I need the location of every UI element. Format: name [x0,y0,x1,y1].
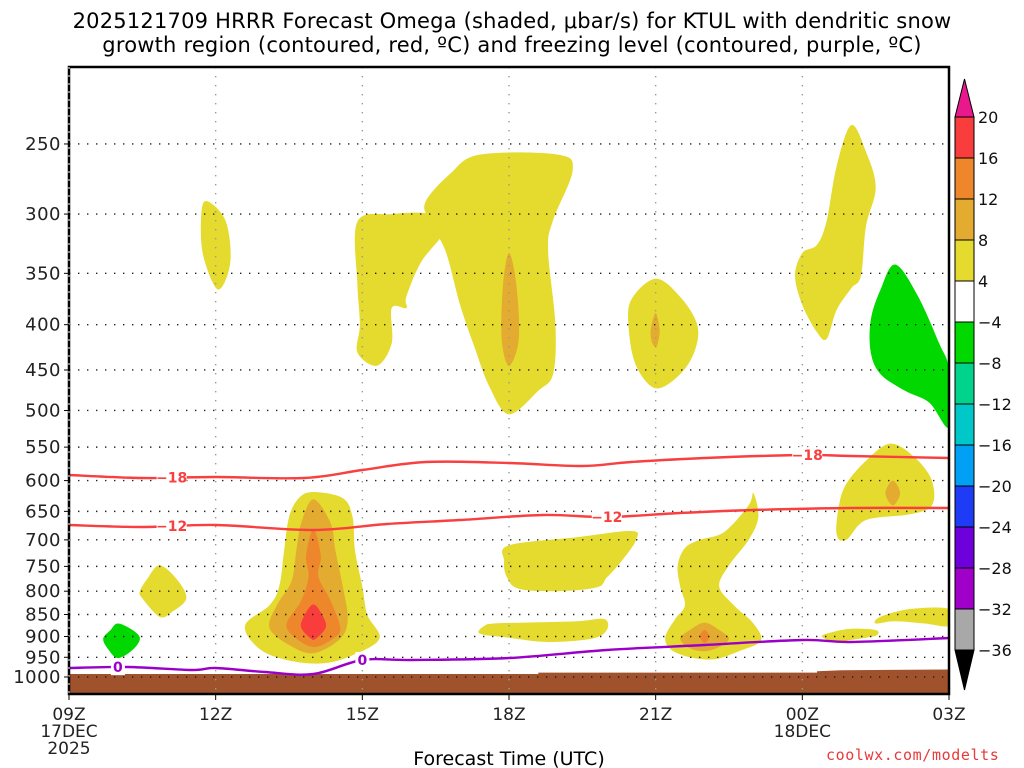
ground-surface [69,669,949,694]
chart-title-line-1: 2025121709 HRRR Forecast Omega (shaded, … [72,9,952,33]
y-tick-label-350: 350 [25,263,61,284]
omega-region-orange-14z-lower-2 [286,528,341,648]
contour-label-dgz-minus12-1: −12 [591,510,622,526]
omega-region-yellow-10z-800 [139,565,187,618]
x-tick-label-00Z: 00Z [786,705,819,725]
omega-region-yellow-12z-300 [200,201,231,290]
colorbar-label-10: −24 [978,518,1012,537]
y-tick-label-800: 800 [25,581,61,602]
colorbar-label-12: −32 [978,600,1012,619]
x-tick-label-03Z: 03Z [932,705,965,725]
contour-dgz-minus12 [69,506,949,532]
contour-label-bg [591,509,622,525]
y-tick-label-450: 450 [25,360,61,381]
omega-region-green-10z-900 [103,623,140,659]
contour-freezing-level-0 [69,636,949,676]
omega-region-orange-21z [650,313,660,348]
y-tick-label-400: 400 [25,315,61,336]
x-tick-year-09Z: 2025 [47,739,90,759]
colorbar-swatch-1 [954,116,975,159]
x-axis-label: Forecast Time (UTC) [413,748,604,768]
credit-link[interactable]: coolwx.com/modelts [826,746,1000,764]
contour-label-dgz-minus12-0: −12 [156,519,187,535]
x-tick-label-21Z: 21Z [639,705,672,725]
colorbar-label-13: −36 [978,641,1012,660]
contour-label-dgz-minus18-1: −18 [792,448,823,464]
colorbar-top-arrow [954,78,975,118]
colorbar-label-8: −16 [978,436,1012,455]
colorbar-swatch-10 [954,485,975,528]
colorbar-label-6: −8 [978,354,1002,373]
omega-region-orange-18z-upper [501,253,520,366]
omega-region-yellow-21z [627,278,699,389]
omega-region-yellow-02z-600 [836,443,935,541]
contour-label-bg [110,659,125,676]
contour-label-bg [792,447,823,464]
x-tick-label-18Z: 18Z [492,705,525,725]
colorbar-swatch-9 [954,444,975,487]
omega-region-yellow-02z-830 [874,607,949,627]
y-tick-label-250: 250 [25,134,61,155]
omega-region-yellow-15z-upper [354,212,446,366]
x-tick-label-09Z: 09Z [52,705,85,725]
colorbar-label-5: −4 [978,313,1002,332]
contour-label-bg [355,652,370,668]
colorbar-swatch-11 [954,526,975,569]
omega-region-yellow-18z-upper [424,152,573,415]
y-tick-label-650: 650 [25,501,61,522]
x-tick-date-09Z: 17DEC [40,722,97,742]
colorbar-swatch-13 [954,608,975,651]
y-tick-label-750: 750 [25,556,61,577]
colorbar-bottom-arrow [954,649,975,691]
colorbar-swatch-8 [954,403,975,446]
colorbar-label-3: 8 [978,231,988,250]
omega-region-yellow-01z-880 [821,628,879,643]
colorbar-swatch-6 [954,321,975,364]
x-tick-label-15Z: 15Z [346,705,379,725]
colorbar-swatch-5 [954,280,975,323]
colorbar-label-11: −28 [978,559,1012,578]
x-tick-date-00Z: 18DEC [774,722,831,742]
contour-label-freezing-level-0-0: 0 [113,660,123,676]
omega-region-yellow-22z [665,492,762,660]
colorbar-label-2: 12 [978,190,998,209]
omega-region-yellow-00z-upper [795,124,876,341]
omega-region-yellow-18z-lower-a [502,530,638,592]
y-tick-label-1000: 1000 [13,667,61,688]
colorbar-label-1: 16 [978,149,998,168]
y-tick-label-600: 600 [25,471,61,492]
colorbar-label-4: 4 [978,272,988,291]
colorbar-swatch-4 [954,239,975,282]
omega-region-yellow-18z-lower-b [478,618,609,643]
y-tick-label-500: 500 [25,400,61,421]
colorbar-swatch-7 [954,362,975,405]
x-tick-label-12Z: 12Z [199,705,232,725]
contour-label-bg [156,518,187,535]
contour-label-bg [156,469,187,486]
colorbar-label-0: 20 [978,108,998,127]
omega-region-orange-02z-600 [885,480,901,506]
y-tick-label-700: 700 [25,530,61,551]
colorbar-swatch-12 [954,567,975,610]
y-tick-label-550: 550 [25,437,61,458]
y-tick-label-300: 300 [25,204,61,225]
colorbar-swatch-3 [954,198,975,241]
omega-region-orange2-22z [699,630,710,643]
contour-label-freezing-level-0-1: 0 [357,653,367,669]
omega-region-green-02z [869,264,949,428]
chart-title-line-2: growth region (contoured, red, ºC) and f… [102,33,922,57]
y-tick-label-850: 850 [25,605,61,626]
colorbar-label-9: −20 [978,477,1012,496]
contour-label-dgz-minus18-0: −18 [156,471,187,487]
y-tick-label-950: 950 [25,647,61,668]
y-tick-label-900: 900 [25,626,61,647]
colorbar-label-7: −12 [978,395,1012,414]
colorbar-swatch-2 [954,157,975,200]
omega-region-red-14z [300,604,327,640]
